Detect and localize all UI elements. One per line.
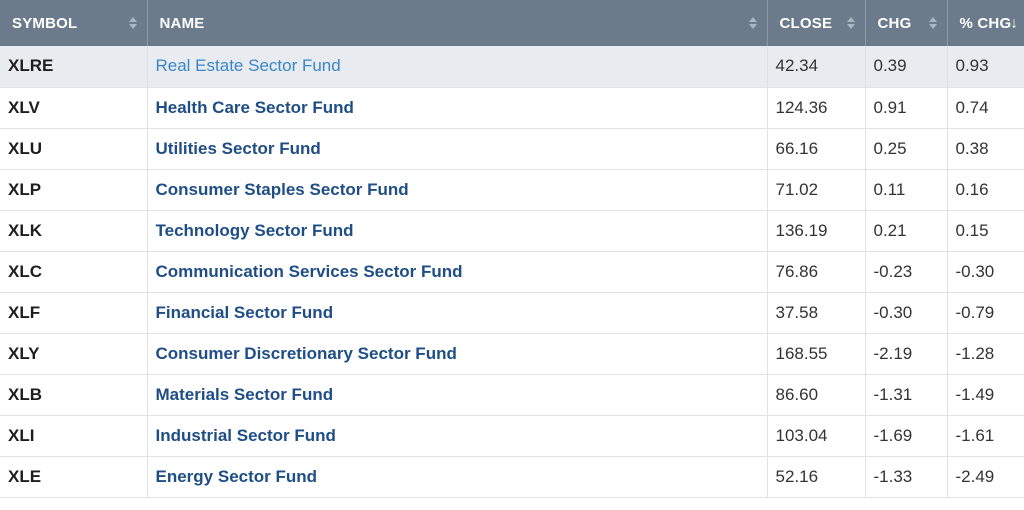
table-row[interactable]: XLU Utilities Sector Fund 66.16 0.25 0.38 (0, 128, 1024, 170)
symbol-cell: XLC (0, 251, 148, 293)
fund-name-link[interactable]: Industrial Sector Fund (155, 425, 336, 445)
symbol-cell: XLRE (0, 46, 148, 88)
name-cell: Health Care Sector Fund (147, 87, 768, 129)
table-row[interactable]: XLY Consumer Discretionary Sector Fund 168… (0, 333, 1024, 375)
fund-name-link[interactable]: Real Estate Sector Fund (155, 56, 341, 76)
close-cell: 66.16 (767, 128, 866, 170)
name-cell: Industrial Sector Fund (147, 415, 768, 457)
sort-icon (128, 17, 137, 29)
pct-chg-cell: 0.38 (947, 128, 1024, 170)
symbol-cell: XLB (0, 374, 148, 416)
sort-descending-icon: ↓ (1010, 14, 1018, 32)
close-cell: 76.86 (767, 251, 866, 293)
symbol-cell: XLP (0, 169, 148, 211)
pct-chg-cell: -0.79 (947, 292, 1024, 334)
name-cell: Energy Sector Fund (147, 456, 768, 498)
chg-cell: -1.69 (865, 415, 948, 457)
table-row[interactable]: XLI Industrial Sector Fund 103.04 -1.69 -1.6… (0, 415, 1024, 457)
sort-icon (928, 17, 937, 29)
close-cell: 86.60 (767, 374, 866, 416)
close-cell: 136.19 (767, 210, 866, 252)
column-header-label: % CHG (959, 14, 1012, 32)
name-cell: Technology Sector Fund (147, 210, 768, 252)
sector-fund-table: SYMBOL NAME CLOSE CHG % CHG ↓ XLRE Real E… (0, 0, 1024, 498)
name-cell: Consumer Staples Sector Fund (147, 169, 768, 211)
pct-chg-cell: 0.74 (947, 87, 1024, 129)
symbol-cell: XLU (0, 128, 148, 170)
pct-chg-cell: -1.49 (947, 374, 1024, 416)
pct-chg-cell: -2.49 (947, 456, 1024, 498)
table-row[interactable]: XLB Materials Sector Fund 86.60 -1.31 -1.49 (0, 374, 1024, 416)
chg-cell: 0.91 (865, 87, 948, 129)
chg-cell: 0.39 (865, 46, 948, 88)
table-row[interactable]: XLF Financial Sector Fund 37.58 -0.30 -0.79 (0, 292, 1024, 334)
symbol-cell: XLY (0, 333, 148, 375)
close-cell: 103.04 (767, 415, 866, 457)
fund-name-link[interactable]: Communication Services Sector Fund (155, 261, 463, 281)
symbol-cell: XLE (0, 456, 148, 498)
chg-cell: -2.19 (865, 333, 948, 375)
chg-cell: 0.25 (865, 128, 948, 170)
fund-name-link[interactable]: Materials Sector Fund (155, 384, 334, 404)
chg-cell: -0.23 (865, 251, 948, 293)
fund-name-link[interactable]: Health Care Sector Fund (155, 97, 354, 117)
column-header-label: NAME (159, 14, 205, 32)
table-row[interactable]: XLK Technology Sector Fund 136.19 0.21 0.15 (0, 210, 1024, 252)
close-cell: 37.58 (767, 292, 866, 334)
table-row[interactable]: XLRE Real Estate Sector Fund 42.34 0.39 0.93 (0, 46, 1024, 88)
fund-name-link[interactable]: Consumer Staples Sector Fund (155, 179, 409, 199)
close-cell: 168.55 (767, 333, 866, 375)
table-row[interactable]: XLV Health Care Sector Fund 124.36 0.91 0.74 (0, 87, 1024, 129)
sort-icon (748, 17, 757, 29)
column-header-label: SYMBOL (12, 14, 78, 32)
column-header-label: CLOSE (779, 14, 833, 32)
name-cell: Financial Sector Fund (147, 292, 768, 334)
close-cell: 52.16 (767, 456, 866, 498)
name-cell: Real Estate Sector Fund (147, 46, 768, 88)
fund-name-link[interactable]: Consumer Discretionary Sector Fund (155, 343, 457, 363)
pct-chg-cell: -1.28 (947, 333, 1024, 375)
chg-cell: -1.31 (865, 374, 948, 416)
table-header: SYMBOL NAME CLOSE CHG % CHG ↓ (0, 0, 1024, 46)
pct-chg-cell: 0.93 (947, 46, 1024, 88)
table-row[interactable]: XLC Communication Services Sector Fund 76.… (0, 251, 1024, 293)
name-cell: Consumer Discretionary Sector Fund (147, 333, 768, 375)
symbol-cell: XLV (0, 87, 148, 129)
sort-icon (846, 17, 855, 29)
fund-name-link[interactable]: Utilities Sector Fund (155, 138, 321, 158)
table-body: XLRE Real Estate Sector Fund 42.34 0.39 0.93… (0, 46, 1024, 498)
chg-cell: -0.30 (865, 292, 948, 334)
chg-cell: 0.21 (865, 210, 948, 252)
column-header-pct-chg[interactable]: % CHG ↓ (947, 0, 1024, 46)
column-header-close[interactable]: CLOSE (767, 0, 866, 46)
fund-name-link[interactable]: Technology Sector Fund (155, 220, 354, 240)
close-cell: 42.34 (767, 46, 866, 88)
pct-chg-cell: 0.15 (947, 210, 1024, 252)
name-cell: Utilities Sector Fund (147, 128, 768, 170)
chg-cell: 0.11 (865, 169, 948, 211)
column-header-symbol[interactable]: SYMBOL (0, 0, 148, 46)
pct-chg-cell: -1.61 (947, 415, 1024, 457)
fund-name-link[interactable]: Financial Sector Fund (155, 302, 334, 322)
pct-chg-cell: 0.16 (947, 169, 1024, 211)
symbol-cell: XLF (0, 292, 148, 334)
name-cell: Communication Services Sector Fund (147, 251, 768, 293)
fund-name-link[interactable]: Energy Sector Fund (155, 466, 318, 486)
symbol-cell: XLK (0, 210, 148, 252)
symbol-cell: XLI (0, 415, 148, 457)
column-header-name[interactable]: NAME (147, 0, 768, 46)
column-header-label: CHG (877, 14, 912, 32)
name-cell: Materials Sector Fund (147, 374, 768, 416)
close-cell: 71.02 (767, 169, 866, 211)
chg-cell: -1.33 (865, 456, 948, 498)
pct-chg-cell: -0.30 (947, 251, 1024, 293)
close-cell: 124.36 (767, 87, 866, 129)
column-header-chg[interactable]: CHG (865, 0, 948, 46)
table-row[interactable]: XLP Consumer Staples Sector Fund 71.02 0.11… (0, 169, 1024, 211)
table-row[interactable]: XLE Energy Sector Fund 52.16 -1.33 -2.49 (0, 456, 1024, 498)
